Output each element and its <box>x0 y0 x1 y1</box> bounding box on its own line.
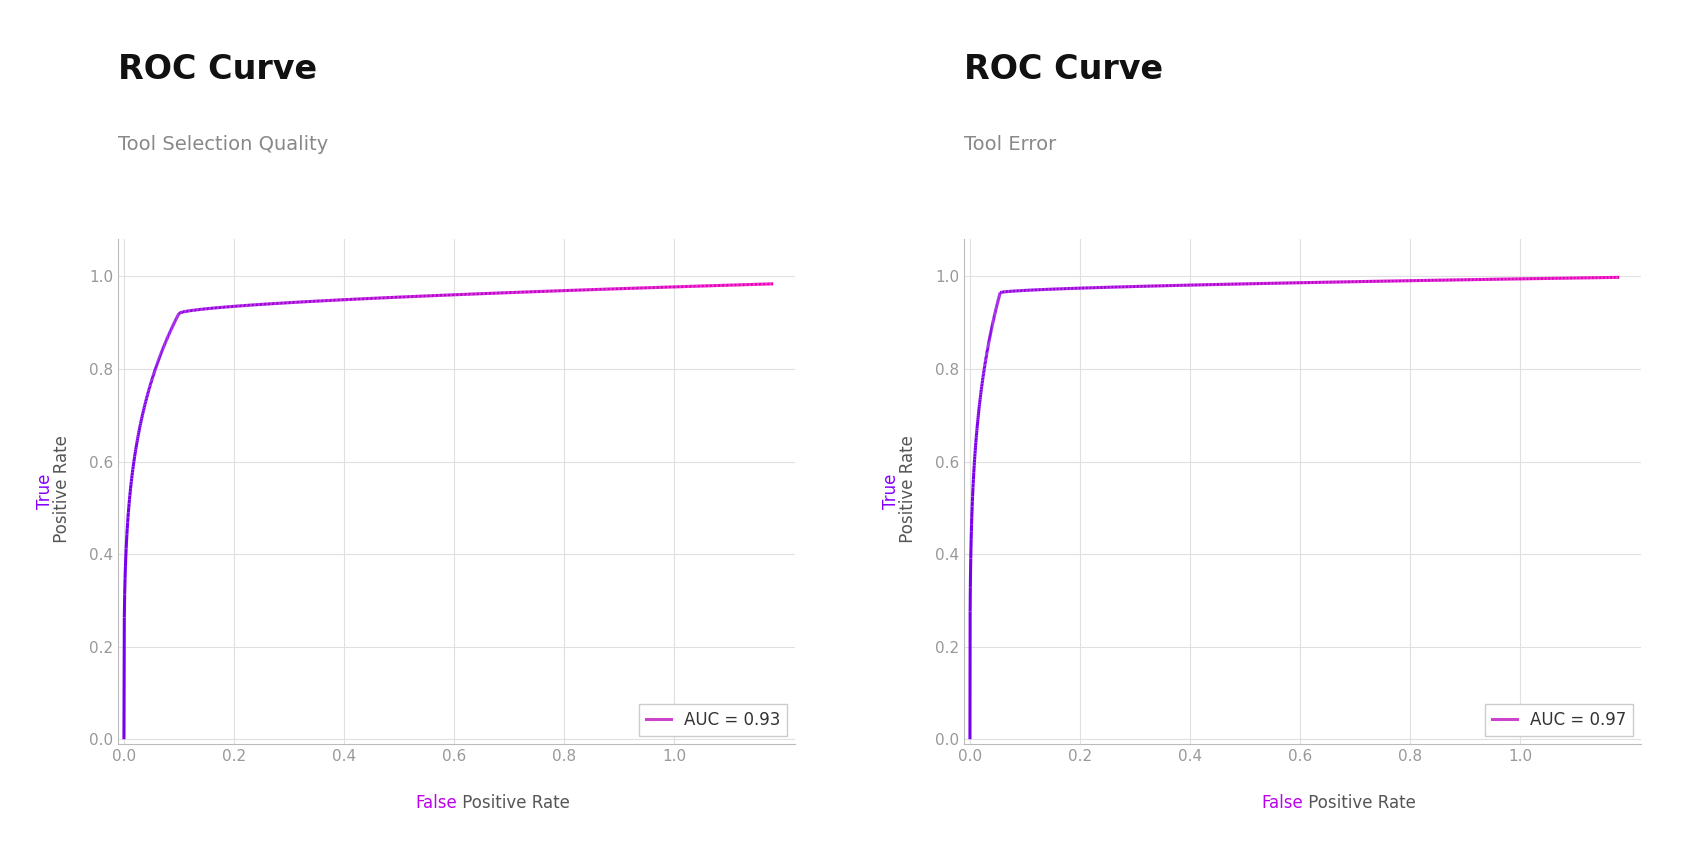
Text: Positive Rate: Positive Rate <box>457 794 570 812</box>
Text: False: False <box>1261 794 1303 812</box>
Legend: AUC = 0.93: AUC = 0.93 <box>640 705 787 735</box>
Text: ROC Curve: ROC Curve <box>964 52 1164 86</box>
Legend: AUC = 0.97: AUC = 0.97 <box>1486 705 1633 735</box>
Text: Tool Selection Quality: Tool Selection Quality <box>118 135 328 154</box>
Text: Positive Rate: Positive Rate <box>1303 794 1416 812</box>
Text: Tool Error: Tool Error <box>964 135 1058 154</box>
Text: Positive Rate: Positive Rate <box>52 435 71 548</box>
Text: True: True <box>36 474 54 510</box>
Text: ROC Curve: ROC Curve <box>118 52 318 86</box>
Text: True: True <box>882 474 900 510</box>
Text: Positive Rate: Positive Rate <box>898 435 917 548</box>
Text: False: False <box>415 794 457 812</box>
